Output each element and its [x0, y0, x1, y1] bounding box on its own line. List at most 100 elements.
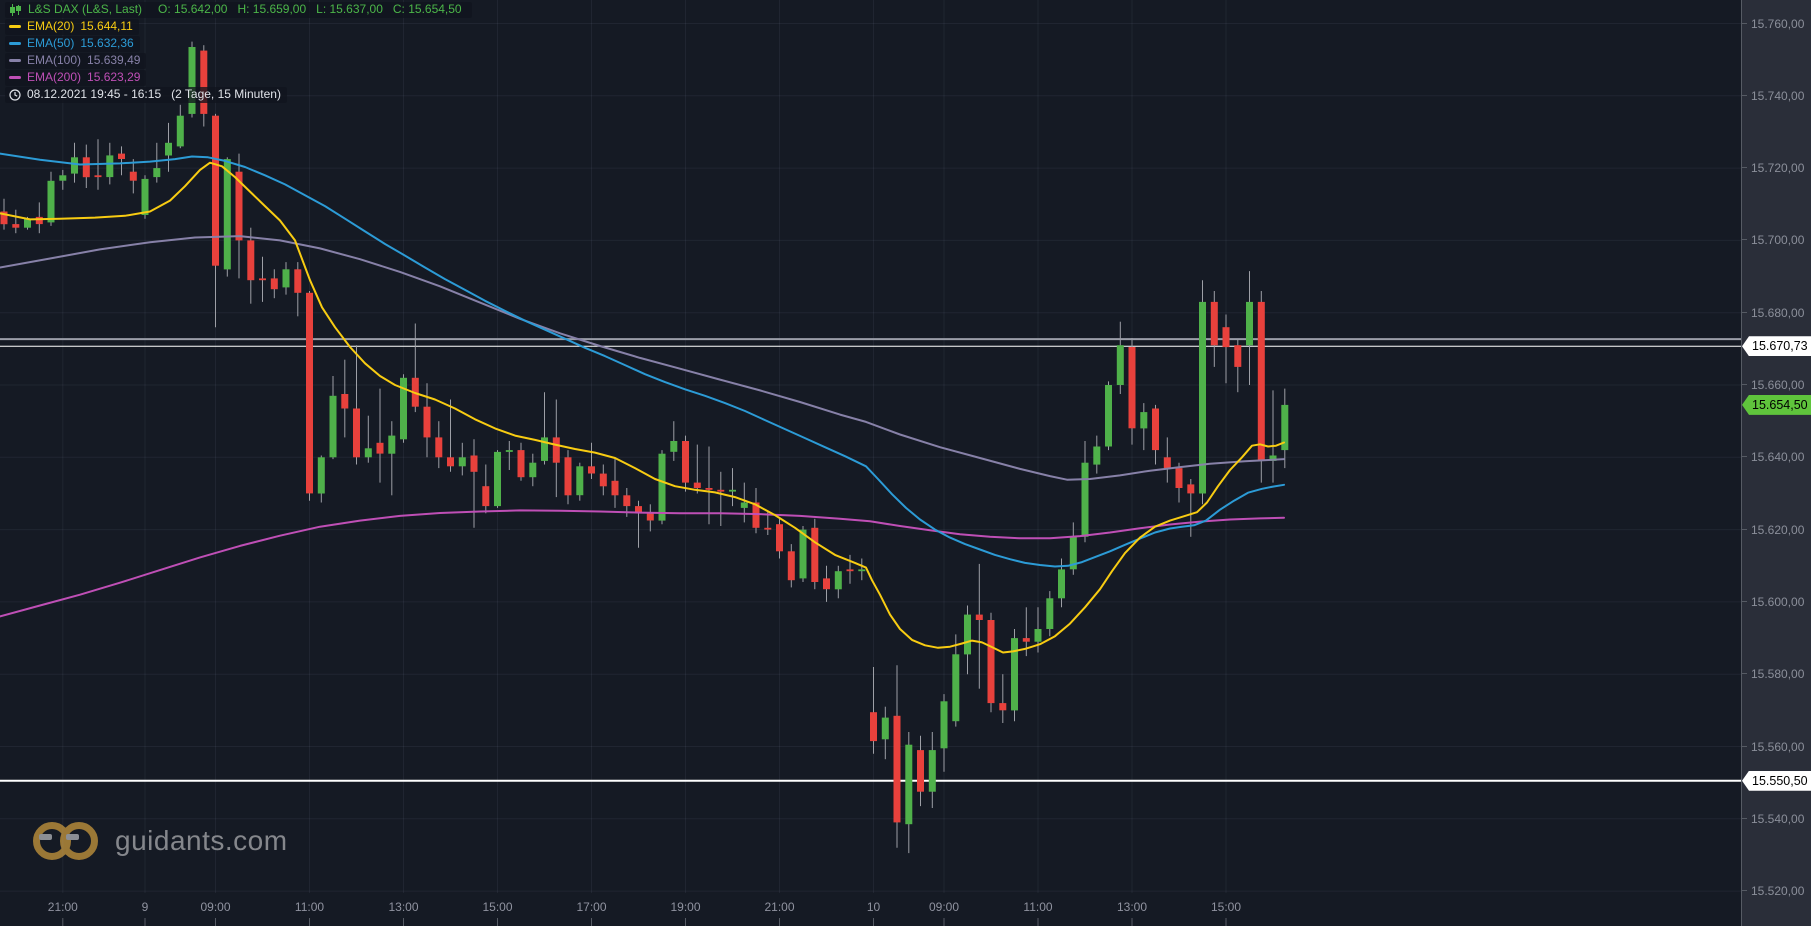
candle-body — [611, 480, 619, 496]
candle-body — [705, 488, 713, 490]
watermark-text: guidants.com — [115, 825, 288, 856]
ema50-color-dash-icon — [9, 42, 21, 45]
clock-icon — [9, 88, 21, 101]
candle-body — [1011, 638, 1018, 711]
ema200-value: 15.623,29 — [87, 70, 141, 84]
candle-body — [764, 527, 772, 530]
x-axis-label: 09:00 — [929, 900, 959, 914]
candle-body — [975, 614, 983, 620]
candle-body — [787, 551, 795, 581]
candle-body — [482, 486, 490, 507]
legend-ema100-row[interactable]: EMA(100) 15.639,49 — [5, 53, 147, 69]
candle-body — [353, 408, 360, 458]
y-axis-label: 15.680,00 — [1742, 306, 1811, 320]
candle-body — [552, 437, 560, 463]
candle-body — [999, 703, 1007, 711]
ema-50-line — [0, 152, 1285, 568]
candle-body — [517, 450, 525, 478]
candle-body — [247, 240, 255, 281]
candle-body — [881, 717, 889, 740]
candle-body — [541, 437, 548, 461]
legend-ema200-row[interactable]: EMA(200) 15.623,29 — [5, 70, 147, 86]
candle-body — [458, 457, 466, 467]
candle-body — [1152, 408, 1159, 451]
candle-body — [1058, 569, 1065, 599]
candle-body — [235, 171, 243, 241]
x-axis-label: 09:00 — [200, 900, 230, 914]
visible-timerange: 08.12.2021 19:45 - 16:15 — [27, 87, 162, 101]
chart-legend: L&S DAX (L&S, Last) O: 15.642,00 H: 15.65… — [5, 2, 472, 104]
candle-body — [435, 437, 443, 458]
price-axis[interactable]: 15.760,00 15.740,00 15.720,00 15.700,00 … — [1741, 0, 1811, 926]
candle-body — [670, 441, 678, 452]
candle-body — [282, 269, 290, 288]
candle-body — [1199, 301, 1206, 494]
candle-body — [165, 142, 172, 156]
candlestick-icon — [10, 3, 21, 16]
candle-body — [1128, 347, 1136, 429]
candle-body — [693, 482, 701, 488]
candle-body — [129, 171, 137, 181]
candle-body — [799, 529, 807, 579]
candle-body — [1222, 327, 1230, 348]
candle-body — [576, 466, 584, 496]
candle-body — [893, 715, 901, 823]
y-axis-label: 15.700,00 — [1742, 233, 1811, 247]
ema200-label: EMA(200) — [27, 70, 82, 84]
candle-body — [470, 455, 478, 472]
candle-body — [588, 466, 595, 474]
plot-svg[interactable]: 21:00 9 09:00 11:00 13:00 15:00 17:00 19:00 21:0… — [0, 0, 1741, 926]
candle-body — [1069, 536, 1077, 570]
candle-body — [153, 168, 161, 178]
ema100-label: EMA(100) — [27, 53, 82, 67]
y-axis-label: 15.720,00 — [1742, 161, 1811, 175]
ema100-color-dash-icon — [9, 59, 21, 62]
x-axis-label: 11:00 — [1023, 900, 1052, 914]
ema50-label: EMA(50) — [27, 36, 75, 50]
y-axis-label: 15.580,00 — [1742, 667, 1811, 681]
candle-body — [1140, 412, 1148, 429]
candle-body — [858, 569, 866, 572]
y-axis-label: 15.560,00 — [1742, 740, 1811, 754]
candle-body — [717, 489, 725, 492]
ohlc-high: H: 15.659,00 — [237, 2, 307, 16]
x-axis-label: 13:00 — [388, 900, 418, 914]
candle-body — [376, 442, 384, 454]
x-axis-label: 19:00 — [670, 900, 700, 914]
x-axis-label: 17:00 — [576, 900, 606, 914]
legend-ema50-row[interactable]: EMA(50) 15.632,36 — [5, 36, 140, 52]
candle-body — [646, 513, 654, 521]
candle-body — [141, 178, 149, 215]
candle-body — [1246, 301, 1253, 346]
candle-body — [59, 175, 67, 181]
candle-body — [223, 159, 231, 270]
candle-body — [176, 115, 184, 147]
x-axis-label: 9 — [142, 900, 149, 914]
candle-body — [306, 292, 313, 494]
candle-body — [505, 450, 513, 452]
y-axis-label: 15.740,00 — [1742, 89, 1811, 103]
legend-instrument-row[interactable]: L&S DAX (L&S, Last) O: 15.642,00 H: 15.65… — [5, 2, 472, 18]
candle-body — [364, 448, 372, 458]
candle-body — [952, 654, 960, 722]
candle-body — [1281, 404, 1289, 451]
candle-body — [329, 395, 337, 458]
legend-ema20-row[interactable]: EMA(20) 15.644,11 — [5, 19, 139, 35]
candle-body — [118, 153, 125, 159]
x-axis-label: 10 — [867, 900, 881, 914]
chart-canvas[interactable]: guidants.com 21:00 9 09:00 11:00 13:00 15:00 1… — [0, 0, 1741, 926]
candle-body — [964, 614, 971, 655]
candle-body — [811, 527, 819, 582]
candle-body — [1175, 468, 1183, 488]
ema50-value: 15.632,36 — [80, 36, 134, 50]
candle-body — [1210, 301, 1218, 346]
candle-body — [823, 578, 830, 590]
watermark: guidants.com — [33, 818, 288, 864]
ema100-value: 15.639,49 — [87, 53, 141, 67]
instrument-name: L&S DAX (L&S, Last) — [28, 2, 143, 16]
candle-body — [259, 278, 266, 281]
candle-body — [1234, 345, 1242, 367]
candle-body — [917, 750, 924, 792]
price-level-tag: 15.550,50 — [1742, 770, 1811, 791]
